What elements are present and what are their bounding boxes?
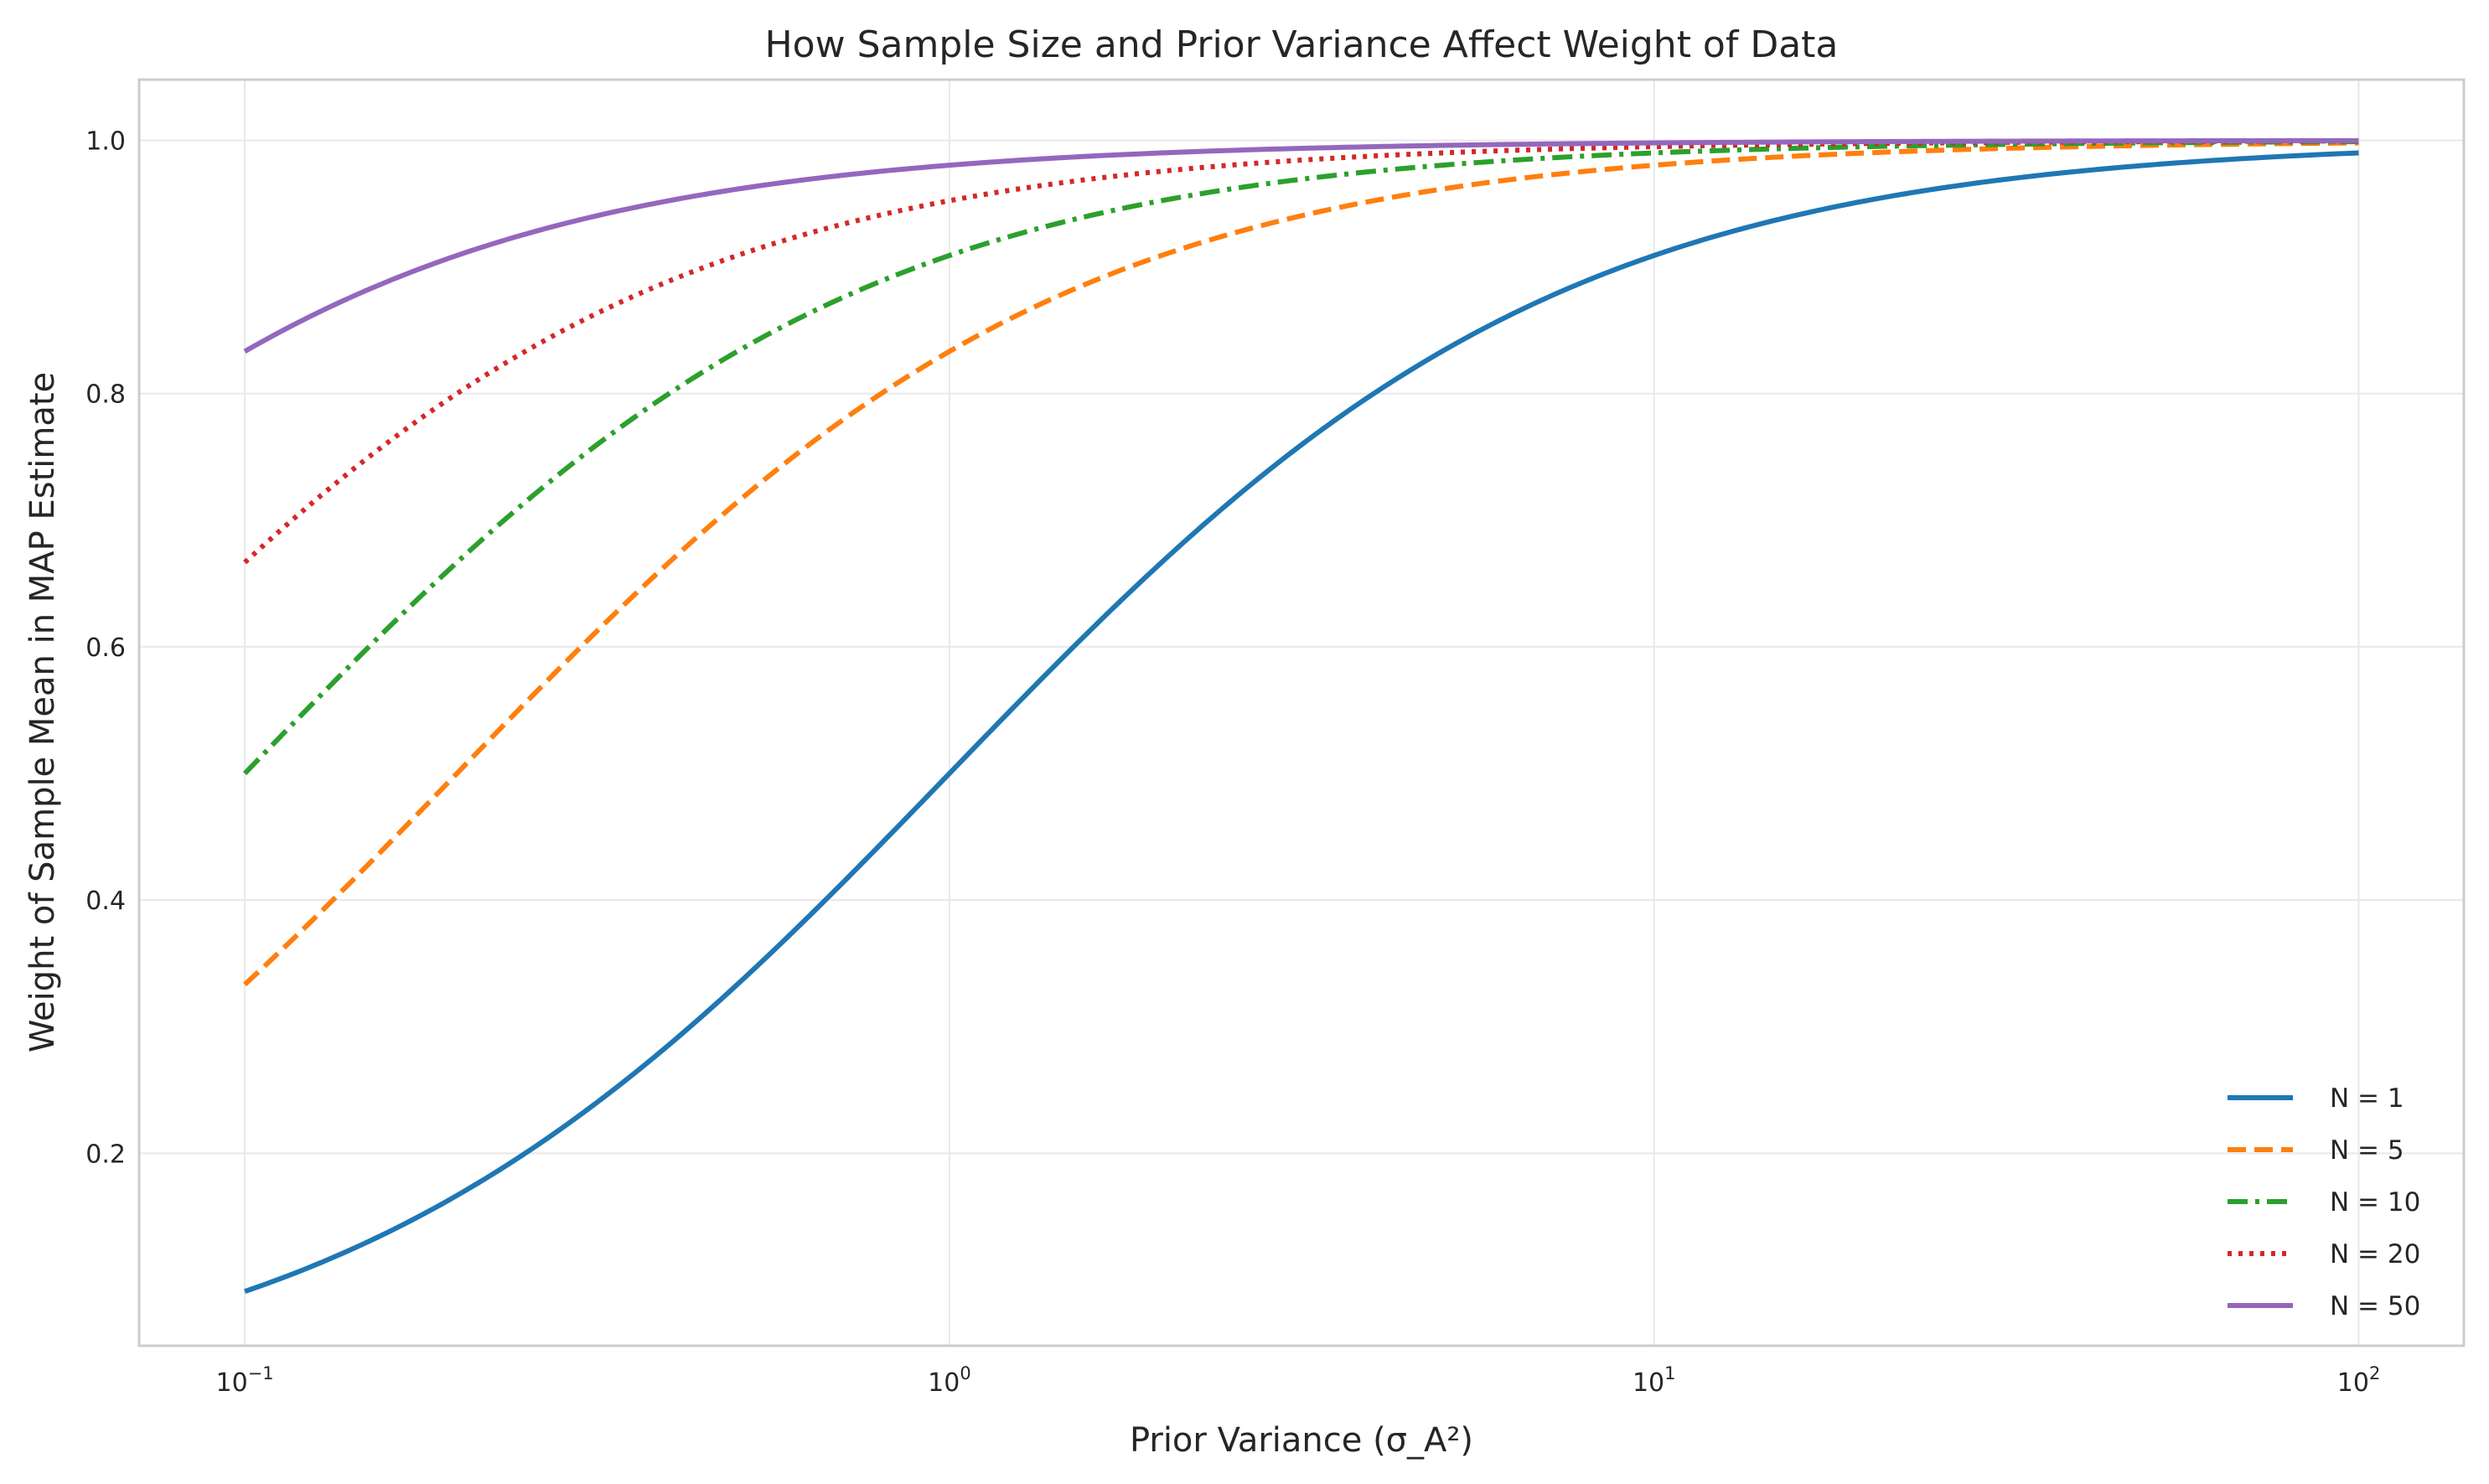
series-line-n1 [244, 150, 2359, 1294]
y-tick-label: 0.4 [85, 887, 126, 916]
x-tick-base: 10 [216, 1368, 248, 1398]
legend-label-n50: N = 50 [2330, 1291, 2420, 1321]
chart-title: How Sample Size and Prior Variance Affec… [765, 23, 1839, 66]
x-tick-exponent: 0 [960, 1363, 970, 1383]
x-tick-base: 10 [928, 1368, 960, 1398]
y-tick-label: 0.6 [85, 633, 126, 663]
x-tick-label: 101 [1633, 1363, 1676, 1398]
y-tick-label: 1.0 [85, 127, 126, 157]
legend-label-n1: N = 1 [2330, 1083, 2404, 1114]
x-tick-label: 10−1 [216, 1363, 274, 1398]
legend: N = 1 N = 5 N = 10 N = 20 N = 50 [2228, 1083, 2420, 1321]
y-tick-label: 0.2 [85, 1140, 126, 1169]
x-tick-label: 102 [2337, 1363, 2381, 1398]
x-tick-exponent: −1 [248, 1363, 274, 1383]
x-tick-exponent: 1 [1664, 1363, 1675, 1383]
legend-label-n20: N = 20 [2330, 1239, 2420, 1269]
x-tick-base: 10 [2337, 1368, 2369, 1398]
legend-label-n5: N = 5 [2330, 1135, 2404, 1166]
plot-frame [137, 78, 2466, 1347]
series-line-n10 [242, 139, 2359, 776]
y-tick-label: 0.8 [85, 380, 126, 410]
series-line-n5 [243, 140, 2359, 987]
x-tick-label: 100 [928, 1363, 971, 1398]
x-tick-base: 10 [1633, 1368, 1664, 1398]
y-axis-label: Weight of Sample Mean in MAP Estimate [23, 372, 62, 1052]
legend-label-n10: N = 10 [2330, 1187, 2420, 1218]
series-lines [242, 137, 2359, 1294]
series-line-n50 [243, 137, 2359, 354]
x-tick-exponent: 2 [2369, 1363, 2380, 1383]
x-axis-label: Prior Variance (σ_A²) [1130, 1421, 1473, 1460]
